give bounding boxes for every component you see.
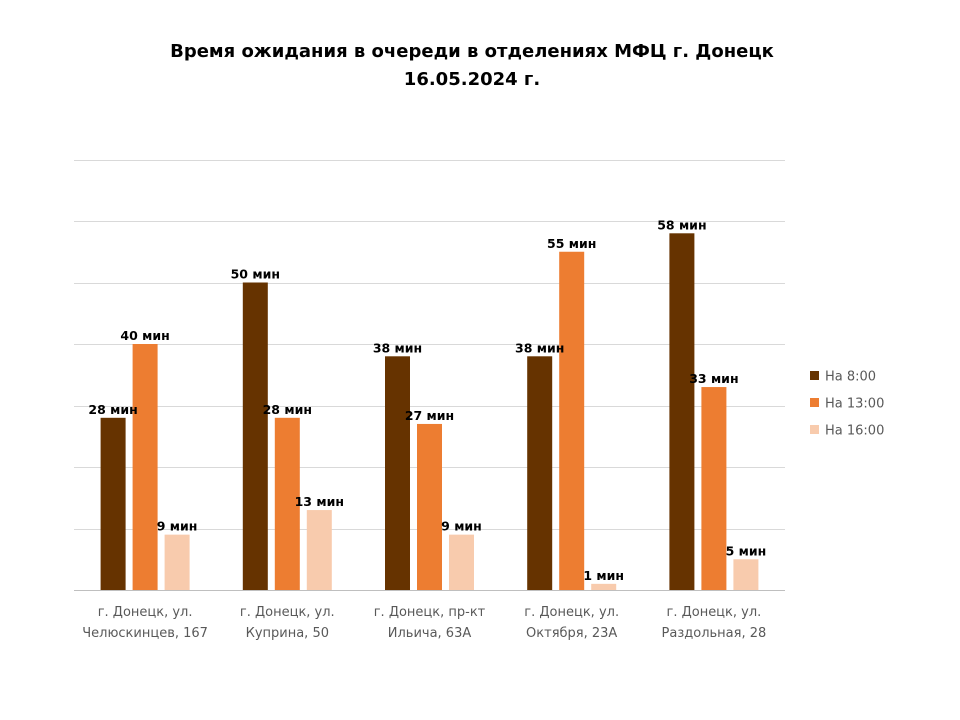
bar — [449, 534, 474, 590]
bar — [701, 387, 727, 590]
legend-item-label: На 8:00 — [825, 370, 876, 385]
data-label: 50 мин — [231, 267, 280, 282]
bar — [385, 356, 410, 590]
bar — [306, 510, 332, 590]
data-label: 58 мин — [657, 217, 706, 232]
data-label: 9 мин — [157, 519, 198, 534]
data-label: 27 мин — [405, 408, 454, 423]
bar — [559, 251, 585, 590]
x-tick-label: Ильича, 63А — [388, 626, 472, 641]
data-label: 33 мин — [689, 371, 738, 386]
bars — [100, 233, 759, 591]
data-label: 28 мин — [263, 402, 312, 417]
x-tick-label: Октября, 23А — [526, 626, 617, 641]
legend-item-label: На 16:00 — [825, 424, 884, 439]
bar — [733, 559, 759, 590]
bar — [417, 423, 442, 590]
legend-swatch — [810, 371, 819, 380]
x-tick-label: Куприна, 50 — [246, 626, 329, 641]
bar — [274, 417, 300, 590]
bar — [132, 344, 158, 590]
data-label: 38 мин — [515, 340, 564, 355]
data-label: 5 мин — [726, 543, 767, 558]
chart-title-line-2: 16.05.2024 г. — [403, 69, 541, 90]
chart-title-line-1: Время ожидания в очереди в отделениях МФ… — [170, 41, 774, 62]
gridlines — [74, 160, 785, 591]
x-tick-label: Раздольная, 28 — [662, 626, 767, 641]
data-labels: 28 мин 40 мин 9 мин 50 мин 28 мин 13 мин 38 ми… — [88, 217, 766, 583]
bar — [527, 356, 553, 590]
x-tick-label: Челюскинцев, 167 — [82, 626, 208, 641]
bar — [669, 233, 695, 591]
legend-swatch — [810, 425, 819, 434]
data-label: 1 мин — [583, 568, 624, 583]
bar — [591, 583, 617, 590]
data-label: 28 мин — [88, 402, 137, 417]
x-tick-label: г. Донецк, пр-кт — [374, 605, 486, 620]
data-label: 9 мин — [441, 519, 482, 534]
data-label: 55 мин — [547, 236, 596, 251]
x-tick-label: г. Донецк, ул. — [524, 605, 619, 620]
legend-item-label: На 13:00 — [825, 397, 884, 412]
bar — [164, 534, 190, 590]
x-tick-label: г. Донецк, ул. — [666, 605, 761, 620]
chart-title: Время ожидания в очереди в отделениях МФ… — [0, 38, 944, 94]
bar — [242, 282, 268, 590]
data-label: 40 мин — [120, 328, 169, 343]
data-label: 13 мин — [295, 494, 344, 509]
x-tick-label: г. Донецк, ул. — [98, 605, 193, 620]
legend-swatch — [810, 398, 819, 407]
x-tick-label: г. Донецк, ул. — [240, 605, 335, 620]
x-axis: г. Донецк, ул. Челюскинцев, 167 г. Донецк,… — [82, 605, 766, 641]
bar — [100, 417, 126, 590]
legend: На 8:00 На 13:00 На 16:00 — [810, 370, 884, 439]
data-label: 38 мин — [373, 340, 422, 355]
